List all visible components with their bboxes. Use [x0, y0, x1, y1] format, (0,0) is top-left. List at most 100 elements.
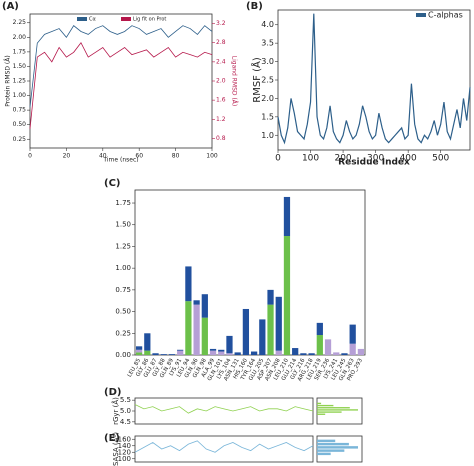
bar-segment	[193, 304, 200, 355]
y-tick-label: 3.5	[261, 39, 274, 48]
bar-segment	[349, 343, 356, 355]
y-tick-label: 2.00	[13, 34, 27, 41]
y-tick-label: 0.25	[115, 329, 131, 337]
panel-label: (E)	[104, 433, 120, 444]
y-tick-label: 140	[118, 442, 131, 450]
bar-segment	[259, 319, 266, 355]
bar-segment	[160, 354, 167, 355]
bar-segment	[152, 353, 159, 355]
x-tick-label: 500	[432, 154, 449, 164]
y-tick-label: 4.5	[120, 418, 131, 426]
bar-segment	[324, 339, 332, 355]
bar-segment	[292, 348, 299, 355]
bar-segment	[218, 349, 225, 352]
plot-frame	[134, 189, 366, 356]
y2-tick-label: 2.8	[216, 39, 226, 46]
x-tick-label: 80	[172, 153, 180, 160]
y-tick-label: 1.00	[13, 92, 27, 99]
hist-bar	[317, 449, 345, 452]
bar-segment	[333, 352, 340, 355]
x-tick-label: 20	[63, 153, 71, 160]
bar-segment	[283, 236, 291, 355]
plot-frame	[134, 435, 314, 463]
y2-tick-label: 0.8	[216, 135, 226, 142]
bar-segment	[300, 353, 307, 355]
panel-label: (A)	[2, 1, 19, 12]
y-axis-label: Protein RMSD (Å)	[5, 55, 12, 106]
plot-frame	[29, 13, 213, 149]
legend-label: Cα	[89, 17, 96, 23]
y-tick-label: 0.75	[13, 107, 27, 114]
hist-frame	[316, 397, 363, 425]
bar-segment	[308, 353, 315, 355]
series-line	[29, 41, 213, 129]
x-tick-label: 60	[135, 153, 143, 160]
y-axis-label: RMSF (Å)	[250, 57, 263, 103]
x-tick-label: 0	[28, 153, 32, 160]
x-tick-label: 100	[206, 153, 218, 160]
y-tick-label: 5.0	[120, 407, 131, 415]
bar-segment	[349, 324, 356, 344]
y-tick-label: 5.5	[120, 396, 131, 404]
y-tick-label: 1.5	[261, 112, 274, 121]
legend-swatch	[77, 17, 87, 21]
y-tick-label: 1.75	[115, 199, 131, 207]
x-tick-label: 200	[334, 154, 351, 164]
x-tick-label: 40	[99, 153, 107, 160]
y-tick-label: 2.0	[261, 94, 274, 103]
y2-tick-label: 1.6	[216, 97, 226, 104]
bar-segment	[135, 346, 143, 350]
y-tick-label: 1.50	[115, 221, 131, 229]
y-tick-label: 0.75	[115, 286, 131, 294]
hist-bar	[317, 411, 342, 413]
y-tick-label: 1.00	[115, 264, 131, 272]
y2-tick-label: 2.4	[216, 58, 226, 65]
series-line	[277, 13, 471, 145]
bar-segment	[185, 266, 192, 302]
bar-segment	[144, 350, 151, 355]
y-axis-label: rGyr (Å)	[111, 397, 120, 425]
bar-segment	[177, 349, 184, 351]
y-tick-label: 1.25	[13, 78, 27, 85]
legend-label: Lig fit on Prot	[133, 17, 166, 23]
bar-segment	[316, 335, 323, 355]
y-tick-label: 1.0	[261, 131, 274, 140]
hist-bar	[317, 446, 358, 449]
bar-segment	[144, 333, 151, 351]
x-axis-label: Time (nsec)	[102, 157, 138, 164]
x-axis-label: Residue Index	[338, 158, 410, 168]
bar-segment	[242, 308, 250, 355]
hist-bar	[317, 407, 350, 409]
y-axis-label: SASA (Å²)	[111, 432, 120, 466]
series-line	[134, 440, 314, 453]
bar-segment	[201, 294, 208, 318]
y2-tick-label: 1.2	[216, 116, 226, 123]
legend-swatch	[416, 13, 426, 17]
y-tick-label: 2.25	[13, 19, 27, 26]
bar-segment	[267, 304, 274, 355]
y-tick-label: 0.50	[13, 121, 27, 128]
hist-bar	[317, 402, 322, 405]
bar-segment	[275, 350, 282, 355]
y-tick-label: 3.0	[261, 57, 274, 66]
bar-segment	[218, 351, 225, 355]
y-tick-label: 160	[118, 435, 131, 443]
bar-segment	[201, 317, 208, 355]
y-tick-label: 1.25	[115, 242, 131, 250]
y-tick-label: 2.5	[261, 76, 274, 85]
bar-segment	[341, 353, 348, 355]
y-tick-label: 1.75	[13, 48, 27, 55]
bar-segment	[185, 301, 192, 355]
bar-segment	[267, 289, 274, 305]
bar-segment	[357, 348, 365, 355]
legend-label: C-alphas	[428, 11, 463, 20]
hist-bar	[317, 452, 331, 456]
x-tick-label: 0	[275, 154, 281, 164]
hist-bar	[317, 409, 358, 411]
x-tick-label: 100	[302, 154, 319, 164]
y-tick-label: 100	[118, 455, 131, 463]
y-tick-label: 4.0	[261, 20, 274, 29]
y-tick-label: 0.50	[115, 308, 131, 316]
bar-segment	[135, 352, 143, 355]
x-tick-label: 400	[400, 154, 417, 164]
